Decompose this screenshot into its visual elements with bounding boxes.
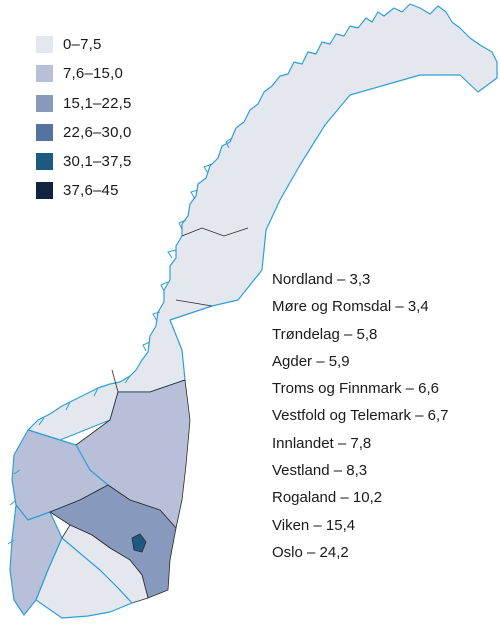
region-value-item: Møre og Romsdal – 3,4: [272, 298, 429, 316]
region-value-item: Innlandet – 7,8: [272, 434, 372, 452]
legend-label: 7,6–15,0: [63, 65, 123, 83]
region-value-item: Vestfold og Telemark – 6,7: [272, 407, 449, 425]
region-oslo: [131, 533, 147, 553]
legend-label: 22,6–30,0: [63, 123, 132, 141]
legend-swatch: [36, 182, 53, 200]
legend-item: 0–7,5: [36, 36, 132, 53]
coastline-detail: [7, 137, 233, 545]
region-value-item: Viken – 15,4: [272, 516, 356, 534]
legend-swatch: [36, 36, 53, 53]
legend-swatch: [36, 65, 53, 83]
region-value-item: Oslo – 24,2: [272, 543, 349, 561]
region-agder: [35, 537, 133, 619]
region-value-item: Troms og Finnmark – 6,6: [272, 380, 439, 398]
legend-item: 37,6–45: [36, 182, 132, 200]
legend-label: 37,6–45: [63, 182, 119, 200]
legend-item: 7,6–15,0: [36, 65, 132, 83]
legend-label: 15,1–22,5: [63, 94, 132, 112]
legend-label: 30,1–37,5: [63, 153, 132, 171]
legend-item: 15,1–22,5: [36, 94, 132, 112]
region-value-item: Nordland – 3,3: [272, 271, 371, 288]
region-value-item: Agder – 5,9: [272, 352, 350, 370]
legend-swatch: [36, 153, 53, 171]
legend: 0–7,5 7,6–15,0 15,1–22,5 22,6–30,0 30,1–…: [36, 36, 132, 212]
region-northern-norway: [27, 3, 498, 441]
legend-label: 0–7,5: [63, 36, 102, 53]
legend-swatch: [36, 94, 53, 112]
region-value-item: Rogaland – 10,2: [272, 489, 383, 507]
county-border: [111, 227, 249, 393]
region-value-item: Vestland – 8,3: [272, 462, 368, 480]
legend-item: 22,6–30,0: [36, 123, 132, 141]
legend-swatch: [36, 123, 53, 141]
region-value-list: Nordland – 3,3 Møre og Romsdal – 3,4 Trø…: [272, 270, 449, 570]
legend-item: 30,1–37,5: [36, 153, 132, 171]
region-value-item: Trøndelag – 5,8: [272, 325, 378, 343]
